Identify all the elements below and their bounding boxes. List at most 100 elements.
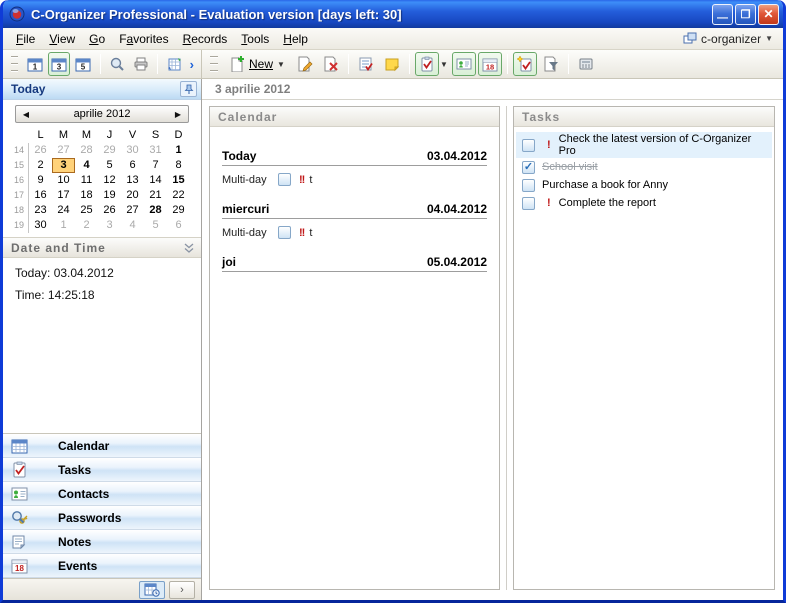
day-view-3-button[interactable]: 3 bbox=[47, 52, 71, 76]
calendar-day-cell[interactable]: 30 bbox=[34, 219, 47, 231]
events-toggle-button[interactable]: 18 bbox=[477, 52, 502, 76]
calendar-day-cell[interactable]: 2 bbox=[83, 219, 90, 231]
calendar-day-cell[interactable]: 5 bbox=[152, 219, 159, 231]
menu-go[interactable]: Go bbox=[89, 31, 106, 46]
event-row[interactable]: Multi-day!! t bbox=[222, 173, 487, 186]
sidebar-item-notes[interactable]: Notes bbox=[3, 530, 201, 554]
overflow-chevron-icon[interactable]: › bbox=[189, 56, 194, 72]
calendar-day-cell[interactable]: 22 bbox=[172, 189, 185, 201]
calendar-day-cell[interactable]: 18 bbox=[80, 189, 93, 201]
menu-file[interactable]: File bbox=[16, 31, 36, 46]
filter-button[interactable] bbox=[539, 52, 563, 76]
calendar-day-cell[interactable]: 28 bbox=[149, 204, 162, 216]
calendar-day-cell[interactable]: 4 bbox=[83, 159, 90, 171]
calendar-day-cell[interactable]: 26 bbox=[103, 204, 116, 216]
task-row[interactable]: ! Check the latest version of C-Organizer… bbox=[516, 132, 772, 158]
expand-button[interactable]: › bbox=[169, 580, 195, 599]
task-checkbox[interactable] bbox=[522, 178, 535, 192]
toolbar-grip[interactable] bbox=[210, 56, 218, 72]
note-button[interactable] bbox=[380, 52, 404, 76]
calendar-day-cell[interactable]: 31 bbox=[149, 144, 162, 156]
calendar-day-cell[interactable]: 15 bbox=[172, 174, 185, 186]
task-checkbox[interactable] bbox=[522, 160, 535, 174]
tasks-toggle-button[interactable] bbox=[414, 52, 439, 76]
task-checkbox[interactable] bbox=[522, 196, 535, 210]
new-button[interactable]: New ▼ bbox=[222, 53, 292, 75]
calendar-day-cell[interactable]: 24 bbox=[57, 204, 70, 216]
minimize-button[interactable]: — bbox=[712, 3, 733, 25]
task-row[interactable]: Purchase a book for Anny bbox=[516, 176, 772, 194]
toolbar-grip[interactable] bbox=[11, 56, 19, 72]
pin-button[interactable] bbox=[180, 81, 197, 97]
calendar-day-cell[interactable]: 29 bbox=[103, 144, 116, 156]
menu-tools[interactable]: Tools bbox=[241, 31, 270, 46]
new-task-button[interactable] bbox=[512, 52, 537, 76]
chevron-down-icon: ▼ bbox=[277, 59, 285, 69]
contacts-toggle-button[interactable] bbox=[451, 52, 476, 76]
event-checkbox[interactable] bbox=[278, 226, 291, 239]
sidebar-item-tasks[interactable]: Tasks bbox=[3, 458, 201, 482]
calendar-day-cell[interactable]: 5 bbox=[106, 159, 113, 171]
window-switcher[interactable]: c-organizer ▼ bbox=[683, 32, 777, 46]
task-row[interactable]: School visit bbox=[516, 158, 772, 176]
event-row[interactable]: Multi-day!! t bbox=[222, 226, 487, 239]
delete-record-button[interactable] bbox=[319, 52, 343, 76]
print-button[interactable] bbox=[130, 52, 152, 76]
calendar-day-cell[interactable]: 26 bbox=[34, 144, 47, 156]
task-checkbox[interactable] bbox=[522, 138, 535, 152]
day-view-5-button[interactable]: 5 bbox=[72, 52, 94, 76]
calendar-day-cell[interactable]: 6 bbox=[129, 159, 136, 171]
edit-record-button[interactable] bbox=[293, 52, 317, 76]
calendar-day-cell[interactable]: 29 bbox=[172, 204, 185, 216]
calendar-day-cell[interactable]: 13 bbox=[126, 174, 139, 186]
calendar-day-cell[interactable]: 14 bbox=[149, 174, 162, 186]
sidebar-item-calendar[interactable]: Calendar bbox=[3, 434, 201, 458]
calendar-day-cell[interactable]: 11 bbox=[80, 174, 93, 186]
calendar-day-cell[interactable]: 23 bbox=[34, 204, 47, 216]
calendar-day-cell[interactable]: 10 bbox=[57, 174, 70, 186]
calendar-day-cell[interactable]: 27 bbox=[57, 144, 70, 156]
next-month-button[interactable]: ▶ bbox=[174, 109, 182, 119]
calendar-day-cell[interactable]: 28 bbox=[80, 144, 93, 156]
calendar-day-cell[interactable]: 30 bbox=[126, 144, 139, 156]
calendar-day-cell[interactable]: 16 bbox=[34, 189, 47, 201]
calendar-day-cell[interactable]: 27 bbox=[126, 204, 139, 216]
collapse-icon[interactable] bbox=[183, 242, 195, 254]
calendar-clock-button[interactable] bbox=[139, 580, 165, 599]
calendar-day-cell[interactable]: 3 bbox=[106, 219, 113, 231]
sidebar-item-events[interactable]: 18 Events bbox=[3, 554, 201, 578]
prev-month-button[interactable]: ◀ bbox=[22, 109, 30, 119]
calendar-day-cell[interactable]: 19 bbox=[103, 189, 116, 201]
phone-button[interactable] bbox=[574, 52, 598, 76]
menu-records[interactable]: Records bbox=[182, 31, 228, 46]
calendar-day-cell[interactable]: 8 bbox=[175, 159, 182, 171]
calendar-day-cell[interactable]: 2 bbox=[37, 159, 44, 171]
calendar-day-cell[interactable]: 9 bbox=[37, 174, 44, 186]
maximize-button[interactable]: ❐ bbox=[735, 3, 756, 25]
calendar-day-cell[interactable]: 1 bbox=[60, 219, 67, 231]
calendar-day-cell[interactable]: 20 bbox=[126, 189, 139, 201]
menu-favorites[interactable]: Favorites bbox=[119, 31, 169, 46]
calendar-day-cell[interactable]: 4 bbox=[129, 219, 136, 231]
day-view-1-button[interactable]: 1 bbox=[23, 52, 45, 76]
search-button[interactable] bbox=[106, 52, 128, 76]
calendar-day-cell[interactable]: 1 bbox=[175, 144, 182, 156]
panel-splitter[interactable] bbox=[500, 106, 513, 590]
event-checkbox[interactable] bbox=[278, 173, 291, 186]
calendar-day-cell[interactable]: 3 bbox=[52, 158, 75, 173]
calendar-day-cell[interactable]: 12 bbox=[103, 174, 116, 186]
calendar-day-cell[interactable]: 7 bbox=[152, 159, 159, 171]
calendar-day-cell[interactable]: 25 bbox=[80, 204, 93, 216]
calendar-day-cell[interactable]: 21 bbox=[149, 189, 162, 201]
calendar-day-cell[interactable]: 6 bbox=[175, 219, 182, 231]
calendar-day-cell[interactable]: 17 bbox=[57, 189, 70, 201]
sidebar-item-contacts[interactable]: Contacts bbox=[3, 482, 201, 506]
chevron-down-icon[interactable]: ▼ bbox=[439, 59, 448, 69]
sidebar-item-passwords[interactable]: Passwords bbox=[3, 506, 201, 530]
goto-date-button[interactable] bbox=[163, 52, 185, 76]
task-row[interactable]: ! Complete the report bbox=[516, 194, 772, 212]
menu-help[interactable]: Help bbox=[283, 31, 308, 46]
menu-view[interactable]: View bbox=[49, 31, 76, 46]
close-button[interactable]: ✕ bbox=[758, 3, 779, 25]
task-list-button[interactable] bbox=[354, 52, 378, 76]
